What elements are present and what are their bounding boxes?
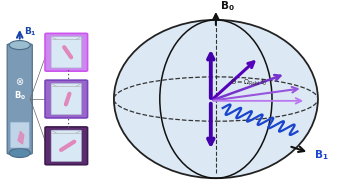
FancyBboxPatch shape (10, 122, 29, 148)
Ellipse shape (9, 41, 30, 50)
FancyBboxPatch shape (51, 130, 82, 161)
Text: $\mathbf{B_0}$: $\mathbf{B_0}$ (14, 89, 26, 102)
Text: $\mathbf{B_0}$: $\mathbf{B_0}$ (220, 0, 235, 13)
Ellipse shape (114, 20, 318, 178)
FancyBboxPatch shape (51, 83, 82, 115)
FancyBboxPatch shape (45, 80, 88, 118)
Text: $\mathbf{B_1}$: $\mathbf{B_1}$ (314, 148, 329, 162)
Text: $\vdots$: $\vdots$ (62, 68, 70, 81)
Ellipse shape (9, 149, 30, 157)
FancyBboxPatch shape (45, 33, 88, 71)
Text: $\Theta = \Omega_{\rm Rabi}\,t_0$: $\Theta = \Omega_{\rm Rabi}\,t_0$ (230, 77, 267, 88)
FancyBboxPatch shape (45, 127, 88, 165)
Text: $\mathbf{B_1}$: $\mathbf{B_1}$ (24, 25, 37, 38)
FancyBboxPatch shape (51, 37, 82, 68)
Polygon shape (18, 131, 24, 144)
Text: $\otimes$: $\otimes$ (15, 76, 24, 87)
FancyBboxPatch shape (7, 44, 32, 154)
Text: $\vdots$: $\vdots$ (62, 117, 70, 130)
